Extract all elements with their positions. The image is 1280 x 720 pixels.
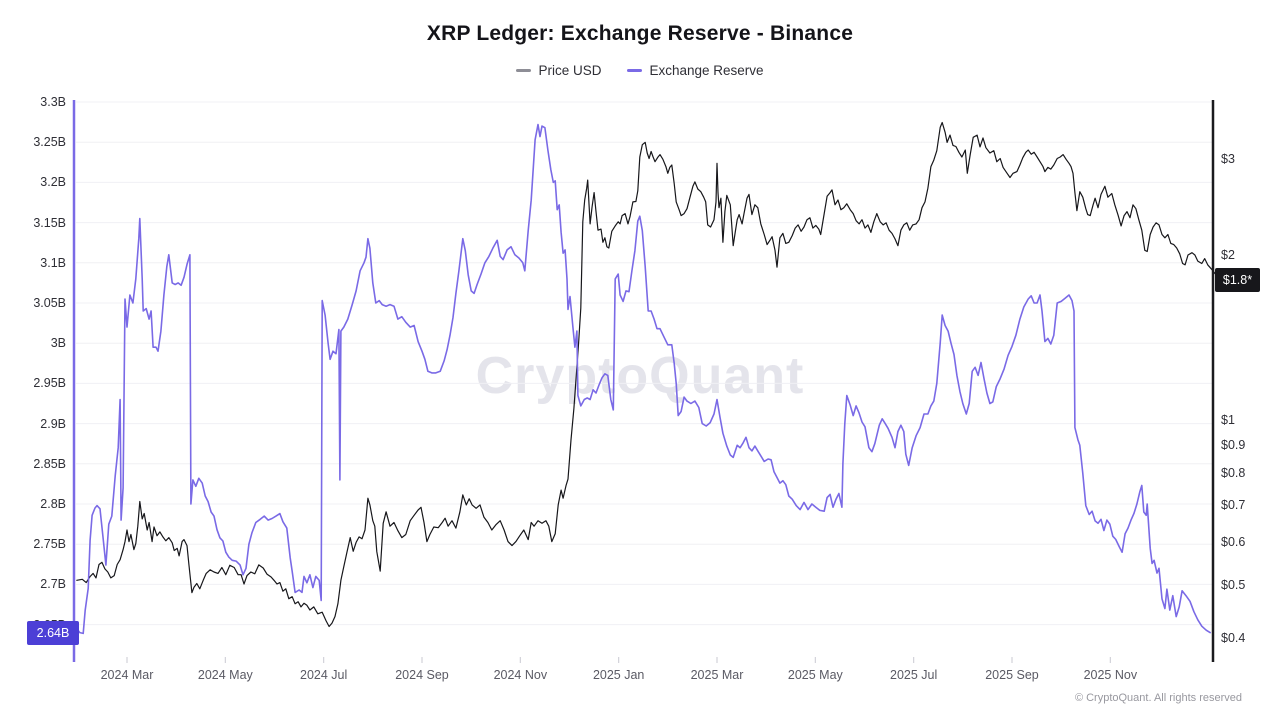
x-axis-tick-label: 2025 Jan (592, 668, 645, 682)
reserve-line (76, 123, 1211, 635)
left-axis-tick-label: 2.85B (33, 456, 66, 471)
x-axis-tick-label: 2024 May (197, 668, 253, 682)
x-axis-tick-label: 2024 Mar (100, 668, 154, 682)
x-axis-tick-label: 2025 Sep (985, 668, 1039, 682)
right-axis-tick-label: $0.6 (1221, 534, 1246, 549)
x-axis-tick-label: 2025 Jul (890, 668, 938, 682)
reserve-series-dash-icon (627, 69, 643, 72)
left-axis-tick-label: 3.15B (33, 215, 66, 230)
right-axis-tick-label: $1 (1221, 413, 1235, 427)
right-axis-tick-label: $0.8 (1221, 466, 1246, 481)
right-axis-tick-label: $0.9 (1221, 438, 1246, 453)
chart-legend: Price USD Exchange Reserve (0, 63, 1280, 78)
legend-item-price-usd[interactable]: Price USD (516, 63, 601, 78)
left-axis-tick-label: 3B (50, 336, 66, 351)
legend-item-exchange-reserve[interactable]: Exchange Reserve (627, 63, 764, 78)
left-axis-tick-label: 2.8B (40, 497, 66, 511)
right-axis-tick-label: $0.5 (1221, 577, 1246, 592)
left-axis-tick-label: 3.1B (40, 255, 66, 270)
right-axis-tick-label: $0.4 (1221, 631, 1246, 646)
price-line (76, 121, 1216, 628)
left-axis-tick-label: 3.25B (33, 135, 66, 150)
right-axis-tick-label: $0.7 (1221, 497, 1246, 512)
left-axis-tick-label: 2.7B (40, 577, 66, 592)
left-axis-tick-label: 2.75B (33, 537, 66, 552)
x-axis-tick-label: 2025 May (787, 668, 843, 682)
reserve-current-value-badge: 2.64B (27, 620, 79, 645)
cryptoquant-watermark: CryptoQuant (475, 347, 805, 405)
legend-label-exchange-reserve: Exchange Reserve (649, 63, 764, 78)
left-axis-tick-label: 2.9B (40, 416, 66, 431)
x-axis-tick-label: 2024 Nov (493, 668, 548, 682)
chart-title: XRP Ledger: Exchange Reserve - Binance (426, 22, 854, 45)
x-axis-tick-label: 2025 Nov (1083, 668, 1138, 682)
legend-label-price-usd: Price USD (538, 63, 602, 78)
left-axis-tick-label: 3.05B (33, 296, 66, 310)
copyright-footer: © CryptoQuant. All rights reserved (1074, 692, 1242, 704)
right-axis-tick-label: $3 (1221, 151, 1235, 166)
right-axis-tick-label: $2 (1221, 248, 1235, 263)
x-axis-tick-label: 2025 Mar (690, 668, 744, 682)
price-current-value-badge: $1.8* (1215, 268, 1260, 293)
x-axis-tick-label: 2024 Sep (395, 668, 449, 682)
x-axis-tick-label: 2024 Jul (300, 668, 348, 682)
price-series-dash-icon (516, 69, 532, 72)
left-axis-tick-label: 3.3B (40, 95, 66, 109)
left-axis-tick-label: 2.95B (33, 376, 66, 391)
left-axis-tick-label: 3.2B (40, 175, 66, 190)
